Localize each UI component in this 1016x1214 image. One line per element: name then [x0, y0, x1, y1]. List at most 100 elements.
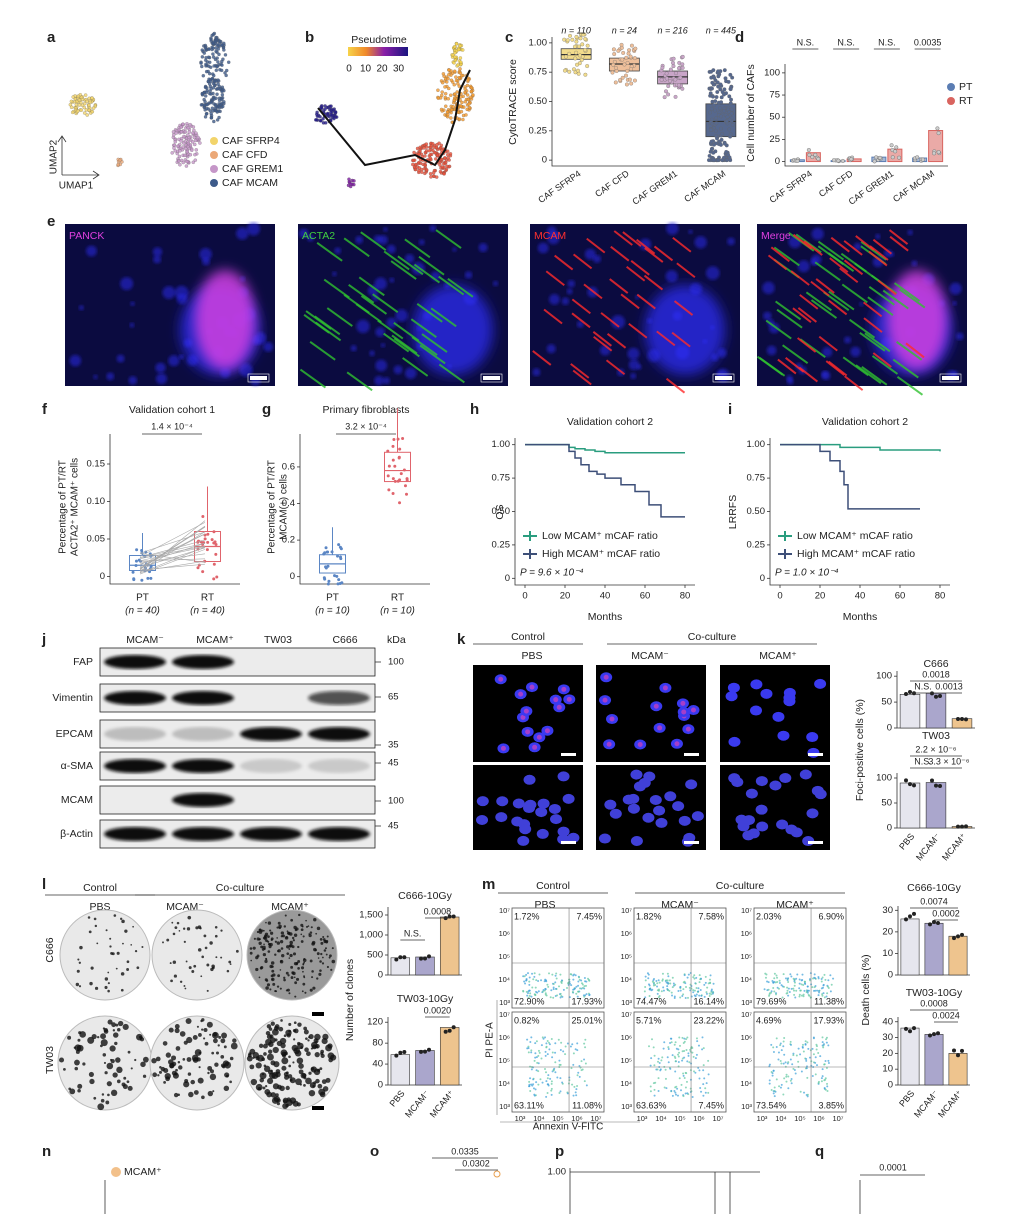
colony	[258, 941, 262, 945]
flow-event	[805, 991, 808, 994]
y-tick-label: 40	[882, 1016, 893, 1027]
colony	[303, 961, 306, 964]
flow-tick-label: 10⁵	[499, 1056, 510, 1065]
colony	[116, 951, 120, 955]
scale-bar	[312, 1012, 324, 1016]
colony	[235, 949, 239, 953]
colony	[106, 1081, 112, 1087]
colony	[293, 933, 298, 937]
foci	[685, 726, 691, 732]
colony	[97, 1103, 105, 1111]
foci	[681, 709, 687, 715]
colony	[293, 1038, 296, 1041]
y-tick-label: 0.50	[747, 506, 766, 517]
flow-event	[580, 979, 583, 982]
cell-dot	[352, 182, 356, 187]
cell-dot	[212, 97, 216, 101]
flow-event	[798, 993, 801, 996]
cell-dot	[217, 98, 222, 103]
flow-event	[827, 1044, 830, 1047]
legend-dot	[947, 97, 955, 105]
colony	[288, 948, 291, 950]
cell-dot	[459, 60, 463, 64]
channel-label: Merge	[761, 230, 791, 242]
nucleus	[592, 254, 601, 263]
cell-dot	[90, 110, 95, 114]
colony	[326, 965, 330, 969]
flow-event	[708, 992, 711, 995]
flow-event	[825, 1038, 828, 1041]
cell-dot	[191, 125, 196, 129]
point	[629, 66, 633, 71]
flow-event	[707, 1059, 710, 1062]
quadrant-label: 25.01%	[571, 1015, 602, 1025]
flow-event	[817, 1052, 820, 1055]
cell-dot	[466, 97, 470, 102]
flow-event	[649, 1064, 652, 1067]
nucleus	[683, 832, 696, 843]
colony	[326, 935, 329, 938]
y-tick-label: 0.75	[492, 473, 511, 484]
micrograph-texture	[298, 224, 499, 392]
flow-event	[805, 1059, 808, 1062]
flow-event	[681, 1059, 684, 1062]
flow-event	[674, 1060, 677, 1063]
colony	[279, 1085, 285, 1092]
colony	[174, 1024, 180, 1029]
flow-event	[568, 1079, 571, 1082]
significance-label: 0.0001	[879, 1162, 907, 1172]
cell-dot	[71, 95, 75, 99]
flow-event	[522, 989, 525, 992]
colony	[318, 972, 322, 976]
flow-event	[577, 1071, 580, 1074]
flow-event	[686, 976, 689, 979]
flow-event	[793, 984, 796, 987]
flow-event	[775, 1078, 778, 1081]
flow-event	[526, 994, 529, 997]
colony	[211, 1051, 215, 1055]
point	[960, 717, 964, 722]
flow-event	[701, 1036, 704, 1039]
cell-dot	[438, 169, 443, 174]
paired-line	[139, 546, 206, 574]
flow-event	[671, 1094, 674, 1097]
colony	[287, 931, 291, 936]
flow-event	[795, 1054, 798, 1057]
cell-dot	[452, 61, 456, 65]
flow-event	[548, 972, 551, 975]
flow-event	[793, 1069, 796, 1072]
cell-dot	[212, 119, 216, 124]
y-tick-label: 0.50	[492, 506, 511, 517]
flow-event	[685, 1048, 688, 1051]
point	[678, 75, 683, 80]
y-tick-label: 1,000	[359, 930, 383, 941]
point	[908, 914, 912, 919]
scale-bar	[561, 753, 576, 756]
flow-event	[669, 1067, 672, 1070]
flow-event	[530, 1049, 533, 1052]
colony	[319, 938, 323, 941]
colony	[258, 928, 262, 932]
flow-event	[545, 1046, 548, 1049]
n-label: n = 110	[561, 25, 591, 35]
cell-dot	[440, 165, 445, 169]
nucleus	[106, 372, 115, 381]
flow-event	[704, 1091, 707, 1094]
flow-event	[682, 988, 685, 991]
colony	[295, 961, 299, 965]
colony	[178, 1065, 183, 1070]
colony	[59, 1057, 65, 1063]
flow-event	[703, 1077, 706, 1080]
flow-event	[770, 1043, 773, 1046]
point	[722, 68, 727, 73]
colony	[111, 952, 115, 956]
colony	[155, 1056, 161, 1062]
colony	[200, 1019, 203, 1023]
flow-event	[705, 1082, 708, 1085]
cell-dot	[323, 107, 327, 111]
x-axis-title: Months	[588, 611, 622, 623]
panel-letter: c	[505, 29, 513, 46]
colony	[186, 1057, 192, 1062]
flow-tick-label: 10⁷	[832, 1114, 843, 1123]
flow-event	[558, 1059, 561, 1062]
